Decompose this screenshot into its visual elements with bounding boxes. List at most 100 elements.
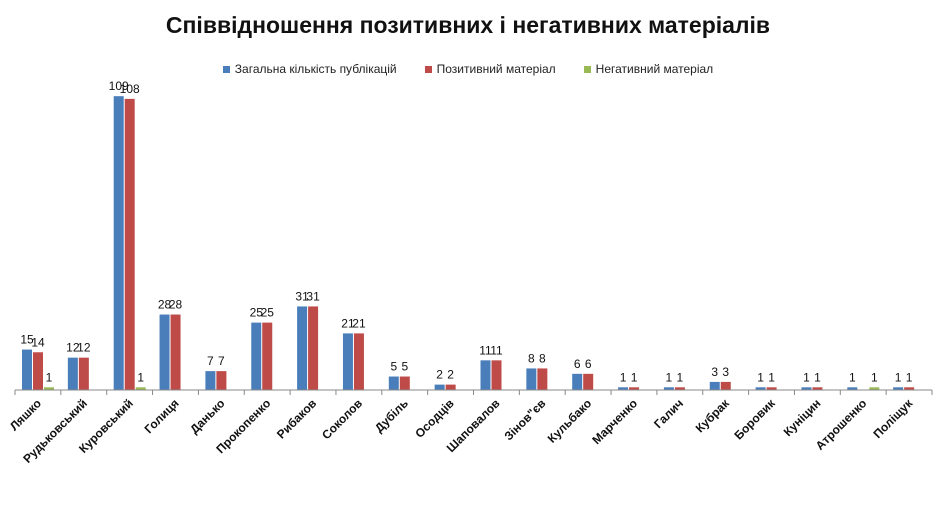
bar-positive-10 — [491, 360, 502, 390]
data-label-total-4: 7 — [207, 354, 214, 368]
category-label-14: Галич — [651, 396, 686, 431]
bar-positive-5 — [262, 322, 273, 390]
data-label-total-9: 2 — [436, 368, 443, 382]
legend-swatch-total — [222, 65, 230, 73]
bar-total-6 — [297, 306, 308, 390]
legend-item-positive: Позитивний матеріал — [424, 62, 556, 76]
data-label-total-5: 25 — [250, 306, 264, 320]
category-label-17: Куніцин — [781, 396, 824, 439]
bar-total-14 — [663, 387, 674, 390]
data-label-negative-18: 1 — [871, 370, 878, 384]
legend-swatch-negative — [583, 65, 591, 73]
bar-positive-14 — [674, 387, 685, 390]
data-label-positive-12: 6 — [585, 357, 592, 371]
data-label-negative-0: 1 — [46, 370, 53, 384]
legend-item-total: Загальна кількість публікацій — [222, 62, 397, 76]
data-label-total-6: 31 — [295, 289, 309, 303]
category-label-0: Ляшко — [7, 396, 44, 433]
data-label-positive-7: 21 — [352, 316, 366, 330]
data-label-positive-19: 1 — [906, 370, 913, 384]
data-label-total-11: 8 — [528, 351, 535, 365]
category-label-7: Соколов — [319, 396, 365, 442]
legend-item-negative: Негативний матеріал — [583, 62, 714, 76]
bar-total-19 — [893, 387, 904, 390]
bar-total-7 — [342, 333, 353, 390]
bar-positive-16 — [766, 387, 777, 390]
bar-total-2 — [113, 96, 124, 390]
bar-negative-2 — [135, 387, 146, 390]
bar-total-4 — [205, 371, 216, 390]
data-label-positive-8: 5 — [401, 360, 408, 374]
bar-total-17 — [801, 387, 812, 390]
bar-positive-17 — [812, 387, 823, 390]
data-label-total-8: 5 — [390, 360, 397, 374]
bar-total-1 — [67, 357, 78, 390]
bar-positive-7 — [353, 333, 364, 390]
bar-positive-11 — [537, 368, 548, 390]
legend: Загальна кількість публікацій Позитивний… — [0, 62, 936, 76]
data-label-positive-15: 3 — [722, 365, 729, 379]
bar-total-15 — [709, 381, 720, 390]
chart-title: Співвідношення позитивних і негативних м… — [165, 12, 771, 38]
data-label-positive-16: 1 — [768, 370, 775, 384]
category-label-16: Боровик — [731, 396, 778, 443]
data-label-total-7: 21 — [341, 316, 355, 330]
bar-positive-12 — [583, 373, 594, 390]
bar-total-8 — [388, 376, 399, 390]
bar-positive-15 — [720, 381, 731, 390]
data-label-negative-2: 1 — [137, 370, 144, 384]
data-label-positive-6: 31 — [306, 289, 320, 303]
data-label-positive-2: 108 — [120, 82, 140, 96]
data-label-total-19: 1 — [895, 370, 902, 384]
category-label-3: Голиця — [142, 396, 182, 436]
data-label-total-2: 109 — [109, 79, 129, 93]
bar-negative-18 — [869, 387, 880, 390]
category-label-15: Кубрак — [693, 396, 733, 436]
bar-total-16 — [755, 387, 766, 390]
data-label-positive-10: 11 — [490, 343, 503, 357]
bar-negative-0 — [44, 387, 54, 390]
data-label-positive-11: 8 — [539, 351, 546, 365]
category-label-11: Зінов"єв — [501, 396, 548, 443]
bar-total-5 — [251, 322, 262, 390]
data-label-positive-17: 1 — [814, 370, 821, 384]
bar-positive-4 — [216, 371, 227, 390]
data-label-total-10: 11 — [479, 343, 492, 357]
legend-label-positive: Позитивний матеріал — [436, 62, 556, 76]
bar-positive-3 — [170, 314, 181, 390]
bar-positive-13 — [629, 387, 640, 390]
bar-total-10 — [480, 360, 491, 390]
data-label-total-13: 1 — [620, 370, 627, 384]
bar-total-3 — [159, 314, 170, 390]
data-label-total-15: 3 — [711, 365, 718, 379]
data-label-total-1: 12 — [66, 341, 80, 355]
data-label-positive-3: 28 — [169, 298, 183, 312]
data-label-total-0: 15 — [20, 333, 34, 347]
legend-label-negative: Негативний матеріал — [595, 62, 714, 76]
category-label-12: Кульбако — [545, 396, 595, 446]
data-label-positive-0: 14 — [31, 335, 45, 349]
category-label-19: Поліщук — [870, 396, 916, 442]
bar-positive-8 — [399, 376, 410, 390]
bar-total-12 — [572, 373, 583, 390]
bar-positive-19 — [904, 387, 915, 390]
category-label-13: Марченко — [589, 396, 640, 447]
legend-swatch-positive — [424, 65, 432, 73]
bar-total-13 — [618, 387, 629, 390]
data-label-positive-14: 1 — [677, 370, 684, 384]
data-label-positive-5: 25 — [261, 306, 275, 320]
bar-positive-1 — [78, 357, 89, 390]
bar-total-11 — [526, 368, 537, 390]
bar-total-18 — [847, 387, 858, 390]
data-label-positive-13: 1 — [631, 370, 638, 384]
legend-label-total: Загальна кількість публікацій — [234, 62, 397, 76]
bar-positive-2 — [124, 98, 135, 390]
data-label-positive-4: 7 — [218, 354, 225, 368]
bar-positive-9 — [445, 384, 456, 390]
data-label-total-18: 1 — [849, 370, 856, 384]
category-label-9: Осодців — [412, 396, 456, 440]
category-label-4: Данько — [187, 396, 227, 436]
data-label-total-12: 6 — [574, 357, 581, 371]
bar-total-9 — [434, 384, 445, 390]
